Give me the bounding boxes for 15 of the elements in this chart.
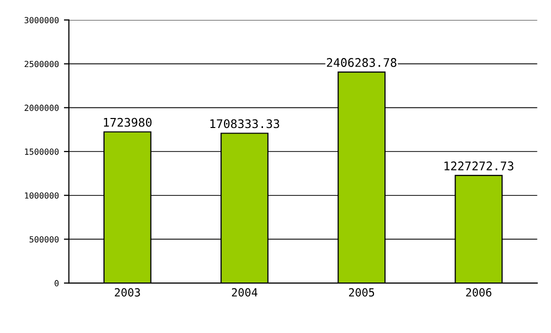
y-tick-label: 500000 — [30, 236, 59, 243]
y-tick-label: 1500000 — [25, 148, 59, 155]
x-tick-label: 2005 — [349, 288, 374, 297]
y-tick-label: 2500000 — [24, 60, 59, 68]
y-tick-label: 1000000 — [25, 192, 59, 199]
data-label: 1708333.33 — [210, 119, 280, 128]
y-tick-label: 2000000 — [24, 104, 59, 111]
data-label: 2406283.78 — [326, 58, 396, 67]
x-tick-label: 2003 — [114, 288, 140, 297]
data-label: 1227272.73 — [444, 161, 514, 170]
data-label: 1723980 — [104, 118, 152, 127]
y-tick-label: 0 — [54, 280, 59, 286]
x-tick-label: 2006 — [466, 288, 492, 297]
x-tick-label: 2004 — [232, 288, 258, 297]
y-tick-label: 3000000 — [24, 16, 59, 24]
